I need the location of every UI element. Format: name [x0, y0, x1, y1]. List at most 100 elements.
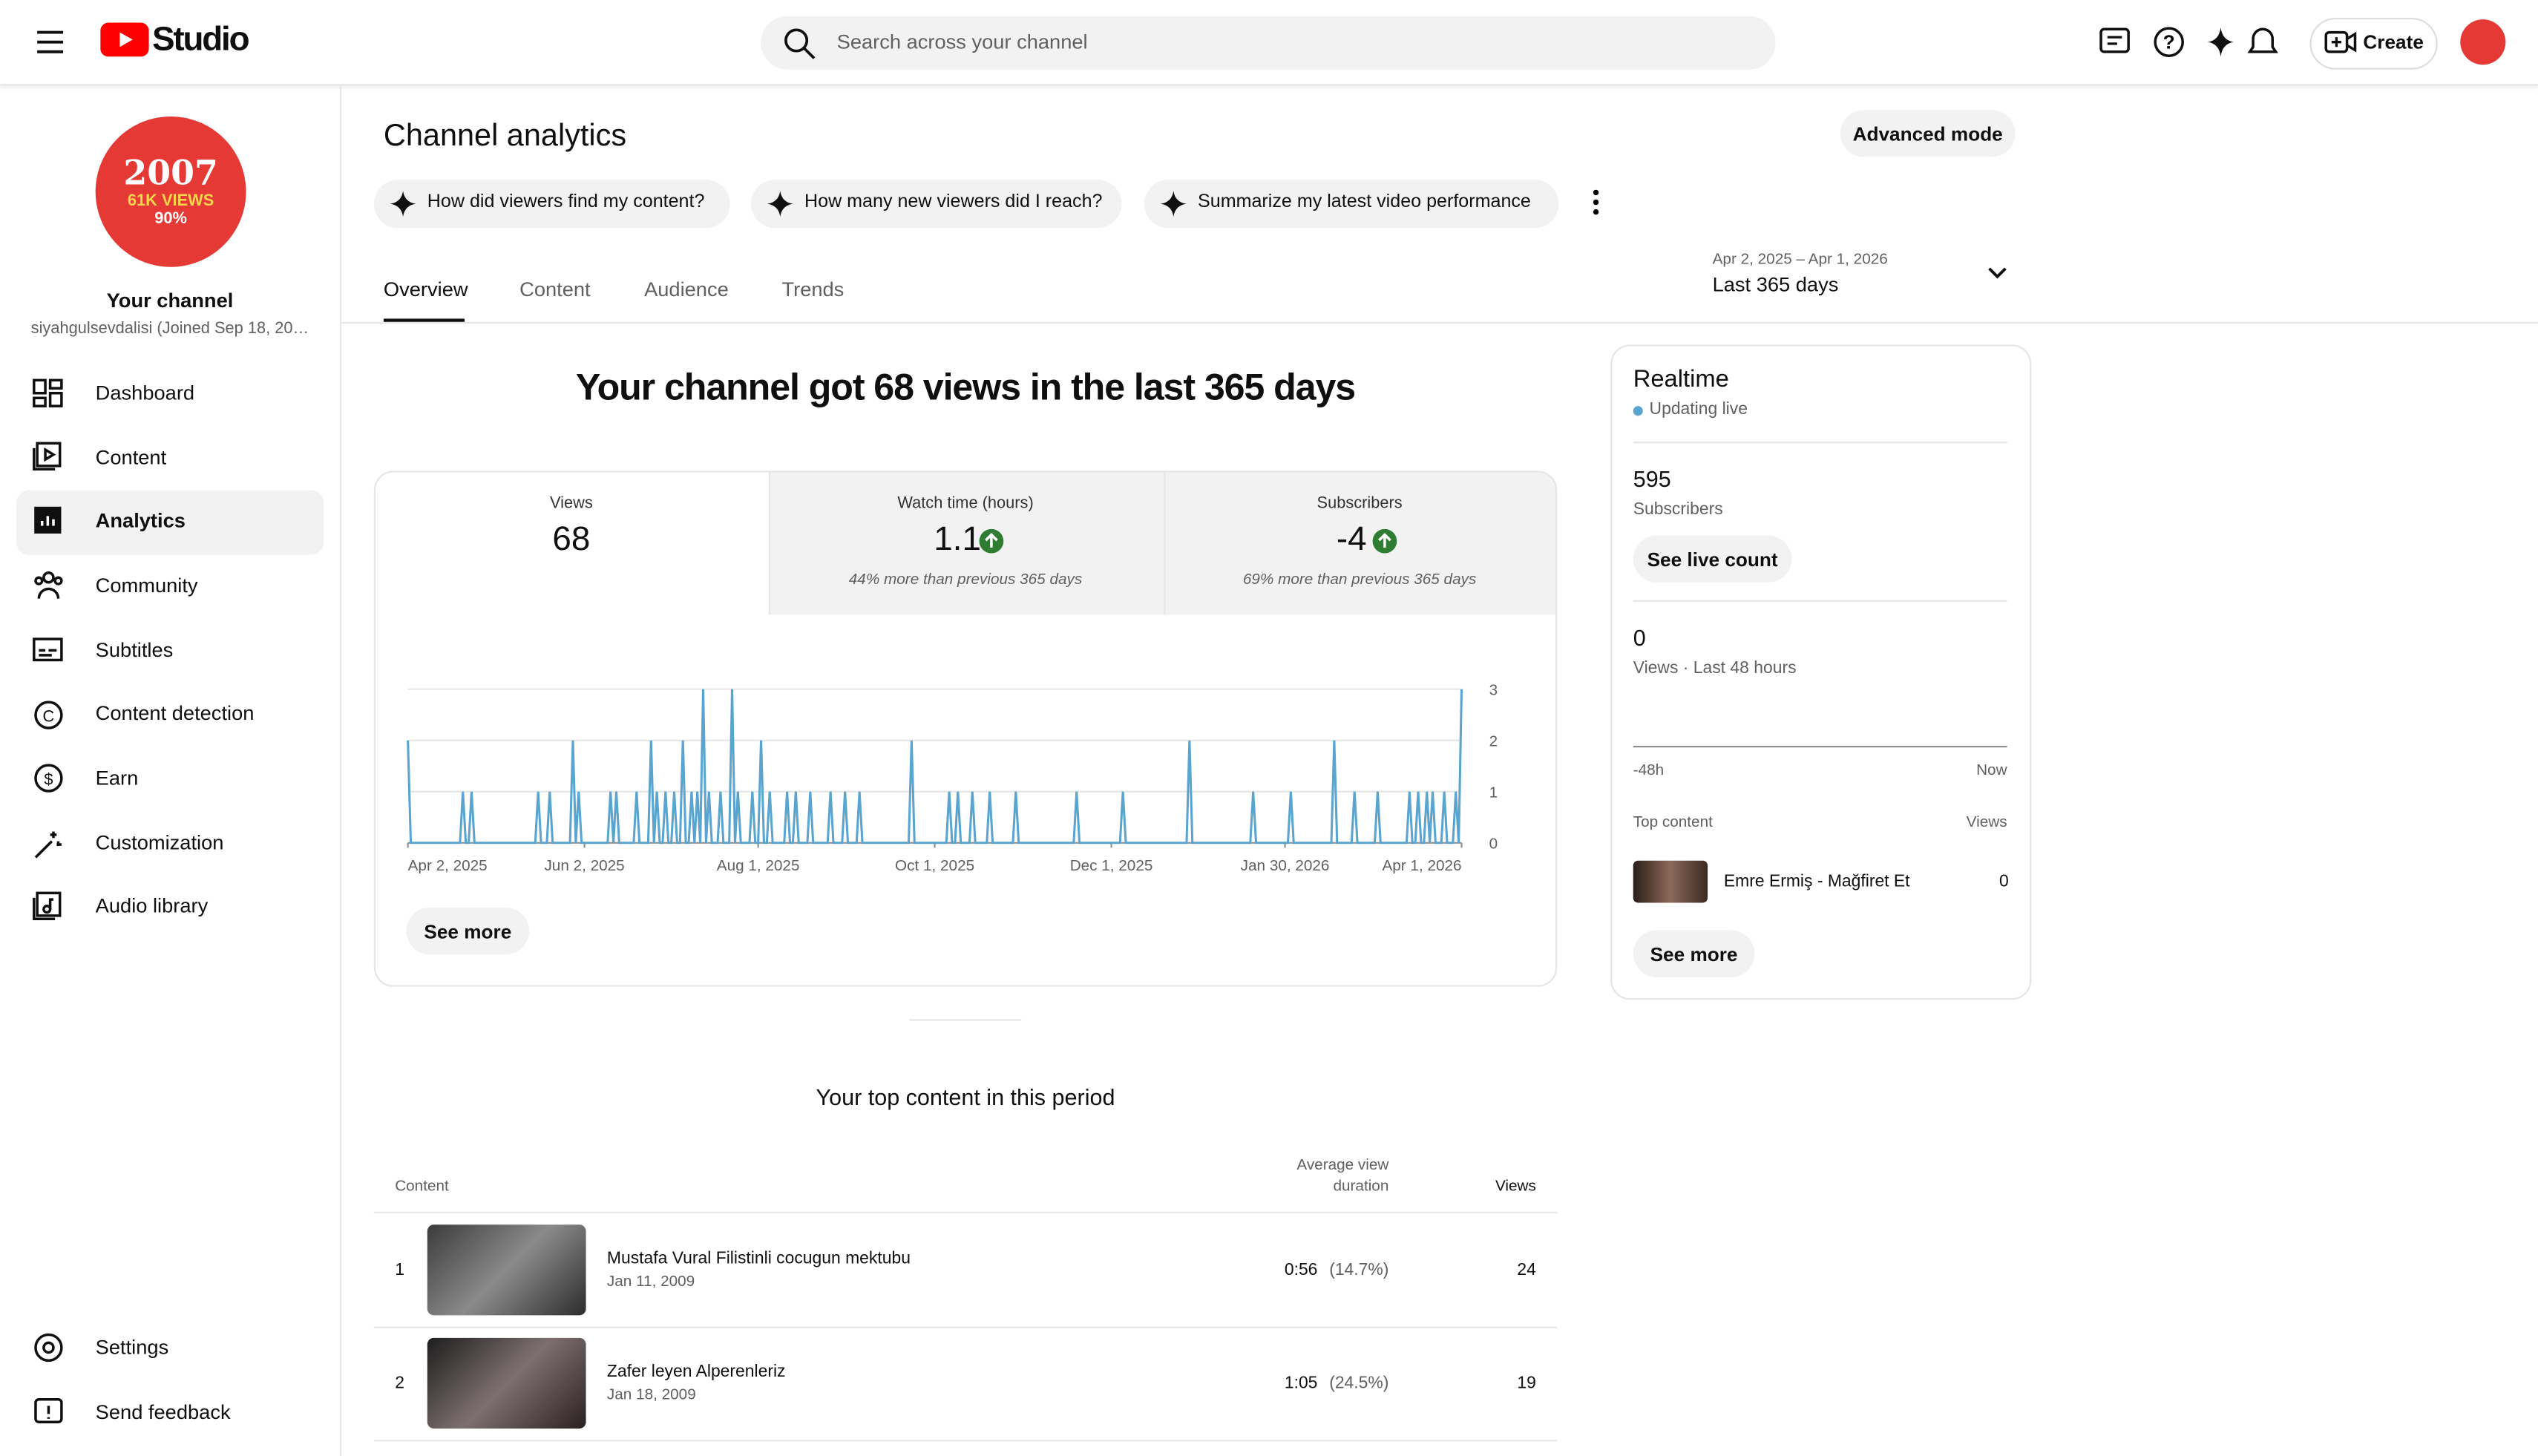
nav-item[interactable]: Analytics — [95, 509, 186, 533]
create-button[interactable] — [2309, 17, 2438, 70]
metric-label: Subscribers — [1316, 495, 1403, 514]
metric-value: 1.1 — [934, 520, 981, 559]
tabs-border — [341, 321, 2538, 324]
svg-text:$: $ — [44, 770, 53, 788]
row-border — [373, 1440, 1558, 1442]
tab[interactable]: Overview — [383, 278, 468, 301]
realtime-axis — [1633, 745, 2007, 748]
y-tick-label: 0 — [1489, 835, 1498, 852]
views: 24 — [1517, 1260, 1536, 1280]
arrow — [983, 533, 997, 548]
top-item-title[interactable]: Emre Ermiş - Mağfiret Et — [1723, 872, 1910, 892]
nav-item[interactable]: Send feedback — [95, 1400, 231, 1424]
advanced-mode-button[interactable]: Advanced mode — [1840, 110, 2016, 157]
logo-text: Studio — [152, 21, 250, 59]
menu-icon[interactable] — [36, 27, 65, 56]
x-tick-label: Aug 1, 2025 — [717, 857, 800, 874]
axis-label: Now — [1976, 761, 2007, 780]
dropdown-icon[interactable] — [1986, 266, 2009, 282]
header-border — [0, 84, 2538, 86]
metric-bg — [1164, 472, 1556, 615]
top-content-label: Top content — [1633, 813, 1713, 832]
metric-value: 68 — [552, 520, 591, 559]
overview-card — [373, 470, 1558, 987]
metric-note: 69% more than previous 365 days — [1242, 571, 1477, 589]
nav-item[interactable]: Content detection — [95, 702, 255, 725]
nav-item[interactable]: Dashboard — [95, 381, 195, 404]
row-border — [373, 1326, 1558, 1328]
duration: 1:05 — [1284, 1373, 1318, 1393]
video-date: Jan 11, 2009 — [606, 1273, 695, 1291]
prompt-chip[interactable] — [373, 179, 730, 229]
metric-value: -4 — [1336, 520, 1367, 559]
tab[interactable]: Content — [519, 278, 591, 301]
x-tick-label: Jun 2, 2025 — [544, 857, 624, 874]
spark-icon — [390, 191, 416, 217]
rank: 1 — [395, 1260, 404, 1280]
tab-underline — [383, 318, 465, 322]
video-date: Jan 18, 2009 — [606, 1386, 696, 1405]
headline: Your channel got 68 views in the last 36… — [575, 365, 1356, 408]
metric-label: Watch time (hours) — [897, 495, 1034, 514]
svg-text:?: ? — [2163, 30, 2175, 53]
header-icons[interactable]: ? — [2098, 24, 2292, 60]
spark-icon — [767, 191, 793, 217]
column-header: Views — [1495, 1178, 1536, 1196]
nav-item[interactable]: Settings — [95, 1336, 169, 1360]
tab[interactable]: Audience — [644, 278, 729, 301]
sidebar-border — [340, 85, 342, 1456]
divider — [909, 1019, 1022, 1021]
views-header: Views — [1966, 813, 2007, 832]
svg-text:C: C — [43, 706, 55, 725]
nav-item[interactable]: Audio library — [95, 894, 209, 918]
spark-icon — [1160, 191, 1187, 217]
duration: 0:56 — [1284, 1260, 1318, 1280]
thumbnail[interactable] — [427, 1224, 586, 1316]
see-more-button[interactable]: See more — [1633, 930, 1755, 977]
prompt-label[interactable]: How many new viewers did I reach? — [804, 192, 1103, 212]
nav-active-bg — [16, 490, 324, 555]
more-icon[interactable] — [1591, 188, 1601, 217]
views: 19 — [1517, 1373, 1536, 1393]
column-header: Content — [395, 1178, 449, 1196]
nav-item[interactable]: Earn — [95, 767, 139, 790]
x-tick-label: Oct 1, 2025 — [895, 857, 974, 874]
logo-icon[interactable] — [100, 22, 149, 59]
metric-note: 44% more than previous 365 days — [848, 571, 1083, 589]
video-title[interactable]: Mustafa Vural Filistinli cocugun mektubu — [606, 1248, 911, 1269]
metric-bg — [769, 472, 1164, 615]
x-tick-label: Apr 1, 2026 — [1382, 857, 1461, 874]
nav-item[interactable]: Subtitles — [95, 639, 174, 662]
prompt-label[interactable]: Summarize my latest video performance — [1198, 192, 1531, 212]
nav-item[interactable]: Customization — [95, 831, 224, 855]
search-box[interactable] — [761, 16, 1776, 70]
thumbnail[interactable] — [1633, 860, 1708, 903]
divider — [1633, 442, 2007, 444]
live-count-button[interactable]: See live count — [1633, 535, 1792, 583]
nav-item[interactable]: Community — [95, 574, 198, 597]
prompt-chip[interactable] — [1144, 179, 1559, 229]
date-period[interactable]: Last 365 days — [1712, 273, 1839, 296]
account-avatar[interactable] — [2460, 19, 2506, 65]
table-border — [373, 1211, 1558, 1213]
create-icon — [2324, 30, 2357, 53]
y-tick-label: 1 — [1489, 784, 1498, 801]
nav-item[interactable]: Content — [95, 446, 167, 470]
create-label: Create — [2363, 30, 2424, 53]
prompt-label[interactable]: How did viewers find my content? — [427, 192, 705, 212]
tab[interactable]: Trends — [781, 278, 845, 301]
realtime-views: 0 — [1633, 624, 1646, 651]
metric-label: Views — [550, 495, 593, 514]
realtime-status: Updating live — [1649, 399, 1748, 419]
thumbnail[interactable] — [427, 1337, 586, 1429]
axis-label: -48h — [1633, 761, 1665, 780]
divider — [1633, 600, 2007, 602]
prompt-chip[interactable] — [751, 179, 1122, 229]
duration-percent: (24.5%) — [1329, 1373, 1389, 1393]
video-title[interactable]: Zafer leyen Alperenleriz — [606, 1362, 786, 1382]
y-tick-label: 3 — [1489, 681, 1498, 698]
y-tick-label: 2 — [1489, 732, 1498, 750]
see-more-button[interactable]: See more — [406, 907, 530, 955]
channel-handle: siyahgulsevdalisi (Joined Sep 18, 20… — [30, 320, 309, 338]
rank: 2 — [395, 1373, 404, 1393]
